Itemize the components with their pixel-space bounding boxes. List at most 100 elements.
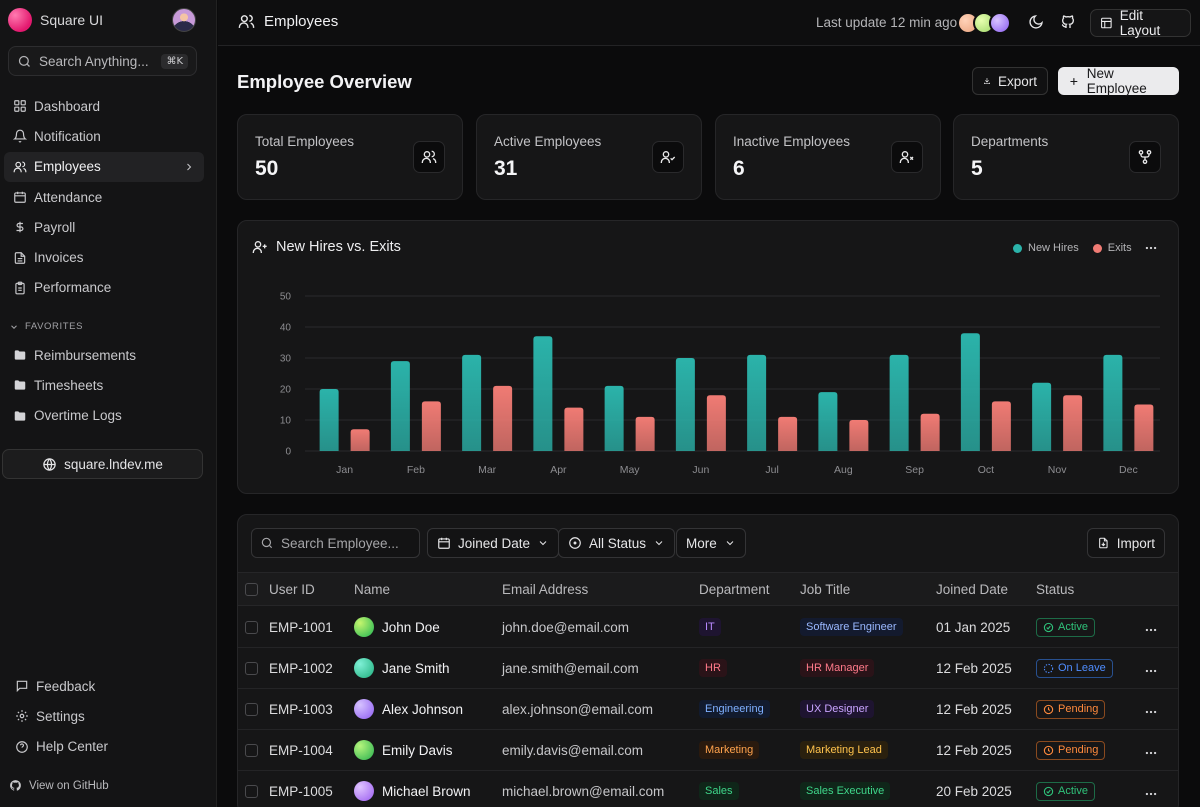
table-row[interactable]: EMP-1004 Emily Davis emily.davis@email.com… (238, 730, 1178, 771)
bar-new-hires[interactable] (1032, 382, 1052, 451)
bar-new-hires[interactable] (390, 361, 410, 451)
column-header[interactable]: Department (699, 581, 770, 597)
joined-date-filter[interactable]: Joined Date (427, 528, 560, 558)
more-filter[interactable]: More (676, 528, 746, 558)
employee-name[interactable]: Alex Johnson (382, 701, 464, 717)
bar-exits[interactable] (635, 416, 655, 451)
more-horizontal-icon[interactable] (1144, 787, 1158, 801)
row-checkbox[interactable] (245, 743, 258, 757)
bar-exits[interactable] (849, 420, 869, 451)
nav-item-attendance[interactable]: Attendance (4, 182, 204, 212)
column-header[interactable]: User ID (269, 581, 315, 597)
employee-name[interactable]: Emily Davis (382, 742, 453, 758)
select-all-checkbox[interactable] (245, 582, 258, 596)
row-checkbox[interactable] (245, 702, 258, 716)
bar-new-hires[interactable] (462, 354, 482, 451)
nav-item-dashboard[interactable]: Dashboard (4, 91, 204, 121)
github-link[interactable]: View on GitHub (9, 779, 109, 792)
more-horizontal-icon[interactable] (1144, 241, 1158, 255)
bar-exits[interactable] (706, 395, 726, 451)
name-cell: Emily Davis (354, 730, 453, 770)
column-header[interactable]: Joined Date (936, 581, 1009, 597)
nav-item-employees[interactable]: Employees (4, 151, 204, 182)
clipboard-icon (15, 281, 25, 295)
nav-item-feedback[interactable]: Feedback (6, 671, 204, 701)
column-header[interactable]: Job Title (800, 581, 851, 597)
bar-new-hires[interactable] (960, 333, 980, 451)
favorites-section-toggle[interactable]: FAVORITES (9, 321, 83, 332)
nav-label: Feedback (36, 678, 96, 694)
column-header[interactable]: Name (354, 581, 391, 597)
site-link-button[interactable]: square.lndev.me (2, 449, 203, 479)
filter-label: All Status (589, 535, 647, 551)
employee-name[interactable]: John Doe (382, 619, 440, 635)
favorite-item[interactable]: Overtime Logs (4, 401, 204, 431)
row-checkbox[interactable] (245, 661, 258, 675)
row-select-cell (245, 607, 258, 647)
nav-item-settings[interactable]: Settings (6, 701, 204, 731)
bar-new-hires[interactable] (818, 392, 838, 451)
nav-item-help[interactable]: Help Center (6, 732, 204, 762)
bar-exits[interactable] (350, 429, 370, 451)
download-icon (983, 78, 990, 84)
nav-item-notification[interactable]: Notification (4, 121, 204, 151)
bar-exits[interactable] (493, 385, 513, 451)
row-checkbox[interactable] (245, 620, 258, 634)
bar-exits[interactable] (564, 407, 584, 451)
bar-new-hires[interactable] (889, 354, 909, 451)
bar-new-hires[interactable] (1103, 354, 1123, 451)
status-badge: Active (1036, 617, 1095, 637)
bar-new-hires[interactable] (319, 389, 339, 451)
table-row[interactable]: EMP-1002 Jane Smith jane.smith@email.com HR… (238, 648, 1178, 689)
bar-exits[interactable] (778, 416, 798, 451)
bar-new-hires[interactable] (604, 385, 624, 451)
table-row[interactable]: EMP-1003 Alex Johnson alex.johnson@email.c… (238, 689, 1178, 730)
column-header[interactable]: Email Address (502, 581, 589, 597)
x-tick-label: Sep (905, 464, 924, 476)
user-id-cell: EMP-1005 (269, 783, 333, 799)
status-label: Pending (1058, 744, 1099, 756)
bar-exits[interactable] (1134, 404, 1154, 452)
more-horizontal-icon[interactable] (1144, 664, 1158, 678)
status-filter[interactable]: All Status (558, 528, 676, 558)
chevron-down-icon (11, 324, 17, 329)
row-checkbox[interactable] (245, 784, 258, 798)
bar-exits[interactable] (421, 401, 441, 451)
edit-layout-button[interactable]: Edit Layout (1090, 8, 1191, 38)
moon-icon[interactable] (1028, 14, 1044, 30)
export-button[interactable]: Export (972, 67, 1048, 95)
nav-label: Employees (34, 159, 101, 175)
nav-item-performance[interactable]: Performance (4, 273, 204, 303)
bar-new-hires[interactable] (675, 358, 695, 451)
sidebar-search[interactable]: Search Anything... ⌘K (8, 46, 197, 76)
column-header[interactable]: Status (1036, 581, 1075, 597)
nav-item-invoices[interactable]: Invoices (4, 242, 204, 272)
bar-new-hires[interactable] (533, 336, 553, 451)
employee-name[interactable]: Jane Smith (382, 660, 450, 676)
more-horizontal-icon[interactable] (1144, 746, 1158, 760)
chart-title-text: New Hires vs. Exits (276, 239, 401, 255)
bar-exits[interactable] (1063, 395, 1083, 451)
brand[interactable]: Square UI (8, 8, 103, 32)
more-horizontal-icon[interactable] (1144, 705, 1158, 719)
user-avatar[interactable] (172, 8, 196, 32)
table-row[interactable]: EMP-1005 Michael Brown michael.brown@email… (238, 771, 1178, 807)
last-update-text: Last update 12 min ago (816, 15, 958, 30)
new-employee-button[interactable]: New Employee (1058, 66, 1179, 96)
nav-item-payroll[interactable]: Payroll (4, 212, 204, 242)
favorite-item[interactable]: Timesheets (4, 370, 204, 400)
employee-search-input[interactable]: Search Employee... (251, 528, 420, 558)
legend-swatch (1092, 243, 1102, 253)
import-button[interactable]: Import (1087, 528, 1165, 558)
job-title-tag: HR Manager (800, 659, 875, 677)
employee-name[interactable]: Michael Brown (382, 783, 471, 799)
department-tag: HR (699, 659, 727, 677)
github-icon[interactable] (1060, 14, 1076, 30)
bar-exits[interactable] (991, 401, 1011, 451)
more-horizontal-icon[interactable] (1144, 623, 1158, 637)
collaborator-avatars[interactable] (957, 12, 1011, 34)
bar-new-hires[interactable] (747, 354, 767, 451)
bar-exits[interactable] (920, 413, 940, 451)
favorite-item[interactable]: Reimbursements (4, 340, 204, 370)
table-row[interactable]: EMP-1001 John Doe john.doe@email.com IT Soft… (238, 607, 1178, 648)
